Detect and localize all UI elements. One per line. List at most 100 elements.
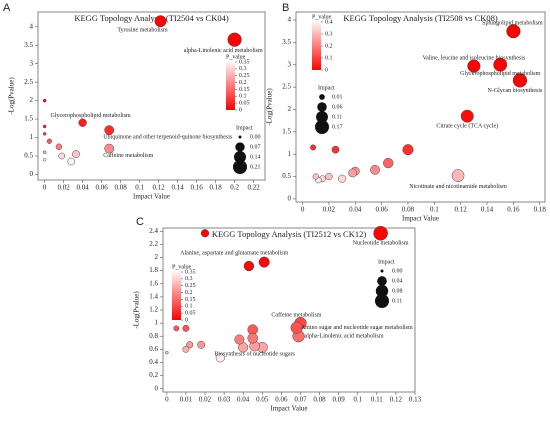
- x-tick-label: 0.04: [77, 184, 90, 192]
- data-point: [42, 124, 47, 129]
- size-legend-label: 0.04: [392, 278, 403, 284]
- panel: A KEGG Topology Analysis (TI2504 vs CK04)…: [3, 2, 266, 201]
- y-tick-label: 3: [30, 59, 34, 67]
- colorbar-label: 0.3: [185, 276, 193, 282]
- point-label: Alanine, aspartate and glutamate metabol…: [180, 250, 288, 256]
- chart-title: KEGG Topology Analysis (TI2512 vs CK12): [212, 229, 367, 239]
- size-legend-label: 0.00: [392, 268, 403, 274]
- y-tick-label: 0.6: [149, 345, 158, 353]
- y-tick-label: 0: [30, 170, 34, 178]
- data-point: [165, 350, 169, 355]
- data-point: [67, 157, 76, 166]
- x-tick-label: 0.1: [430, 206, 439, 214]
- y-tick-label: 1: [30, 133, 34, 141]
- data-point: [154, 15, 167, 28]
- y-tick-label: 3: [288, 60, 292, 68]
- data-point: [42, 150, 47, 155]
- x-tick-label: 0.02: [58, 184, 71, 192]
- point-label: Nucleotide metabolism: [353, 241, 409, 247]
- y-tick-label: 1.5: [24, 115, 33, 123]
- y-axis-label: -Log(Pvalue): [133, 291, 141, 329]
- size-legend-dot: [319, 94, 325, 100]
- data-point: [78, 118, 87, 127]
- x-tick-label: 0.01: [180, 396, 193, 404]
- x-tick-label: 0.12: [390, 396, 403, 404]
- y-axis-label: -Log(Pvalue): [8, 77, 16, 115]
- y-tick-label: 0: [155, 384, 159, 392]
- point-label: Ubiquinone and other terpenoid-quinone b…: [103, 135, 233, 141]
- x-tick-label: 0.16: [190, 184, 203, 192]
- x-axis-label: Impact Value: [271, 405, 308, 413]
- data-point: [325, 172, 333, 181]
- x-tick-label: 0.14: [481, 206, 494, 214]
- panel: C KEGG Topology Analysis (TI2512 vs CK12)…: [133, 216, 422, 413]
- data-point: [258, 256, 270, 268]
- data-point: [182, 345, 190, 353]
- x-tick-label: 0.06: [376, 206, 389, 214]
- colorbar-label: 0: [325, 67, 328, 73]
- y-tick-label: 3.5: [24, 41, 33, 49]
- panel: B KEGG Topology Analysis (TI2508 vs CK08)…: [266, 2, 547, 223]
- colorbar-label: 0.1: [325, 55, 333, 61]
- y-tick-label: 0.4: [149, 358, 158, 366]
- colorbar-label: 0.3: [239, 66, 247, 72]
- y-tick-label: 1.2: [149, 306, 158, 314]
- x-tick-label: 0: [301, 206, 305, 214]
- data-point: [215, 353, 225, 363]
- size-legend-label: 0.21: [250, 164, 261, 170]
- data-point: [312, 173, 319, 180]
- data-point: [200, 229, 210, 238]
- colorbar-label: 0.3: [325, 31, 333, 37]
- panel-label: A: [3, 2, 11, 14]
- x-tick-label: 0.11: [371, 396, 383, 404]
- y-tick-label: 0.5: [282, 172, 291, 180]
- data-point: [383, 157, 394, 169]
- point-label: Biosynthesis of nucleotide sugars: [214, 350, 295, 357]
- data-point: [42, 98, 47, 103]
- size-legend-dot: [380, 269, 384, 273]
- point-label: Glycerophospholipid metabolism: [51, 113, 131, 119]
- size-legend-dot: [316, 111, 328, 123]
- data-point: [467, 59, 481, 73]
- x-tick-label: 0.13: [409, 396, 422, 404]
- size-legend-label: 0.14: [250, 154, 261, 160]
- data-point: [55, 143, 63, 150]
- data-point: [373, 225, 388, 241]
- x-tick-label: 0.02: [323, 206, 336, 214]
- x-tick-label: 0.18: [534, 206, 547, 214]
- x-tick-label: 0.08: [402, 206, 415, 214]
- data-point: [331, 145, 340, 154]
- point-label: Caffeine metabolism: [103, 152, 153, 159]
- colorbar: [172, 272, 181, 320]
- x-tick-label: 0.12: [152, 184, 165, 192]
- x-tick-label: 0.04: [237, 396, 250, 404]
- x-tick-label: 0.09: [333, 396, 346, 404]
- x-tick-label: 0.03: [218, 396, 231, 404]
- data-point: [493, 57, 508, 72]
- data-point: [72, 150, 80, 159]
- data-point: [512, 73, 528, 88]
- size-legend-label: 0.17: [332, 124, 343, 130]
- data-point: [46, 138, 52, 144]
- x-tick-label: 0.06: [275, 396, 288, 404]
- panel-label: C: [136, 216, 144, 228]
- point-label: Caffeine metabolism: [271, 311, 321, 318]
- colorbar-label: 0.1: [239, 94, 247, 100]
- data-point: [227, 32, 242, 47]
- size-legend-label: 0.06: [332, 104, 343, 110]
- y-tick-label: 4: [288, 16, 292, 24]
- y-tick-label: 0.5: [24, 152, 33, 160]
- colorbar-label: 0.35: [239, 59, 250, 65]
- point-label: alpha-Linolenic acid metabolism: [305, 334, 384, 340]
- y-tick-label: 2.2: [149, 240, 158, 248]
- y-tick-label: 2: [155, 253, 159, 261]
- data-point: [247, 332, 258, 344]
- x-tick-label: 0.22: [247, 184, 260, 192]
- size-legend-dot: [315, 120, 329, 134]
- x-tick-label: 0.05: [256, 396, 269, 404]
- point-label: Valine, leucine and isoleucine biosynthe…: [422, 55, 525, 61]
- colorbar: [312, 22, 321, 70]
- colorbar-label: 0.05: [239, 101, 250, 107]
- data-point: [182, 324, 190, 332]
